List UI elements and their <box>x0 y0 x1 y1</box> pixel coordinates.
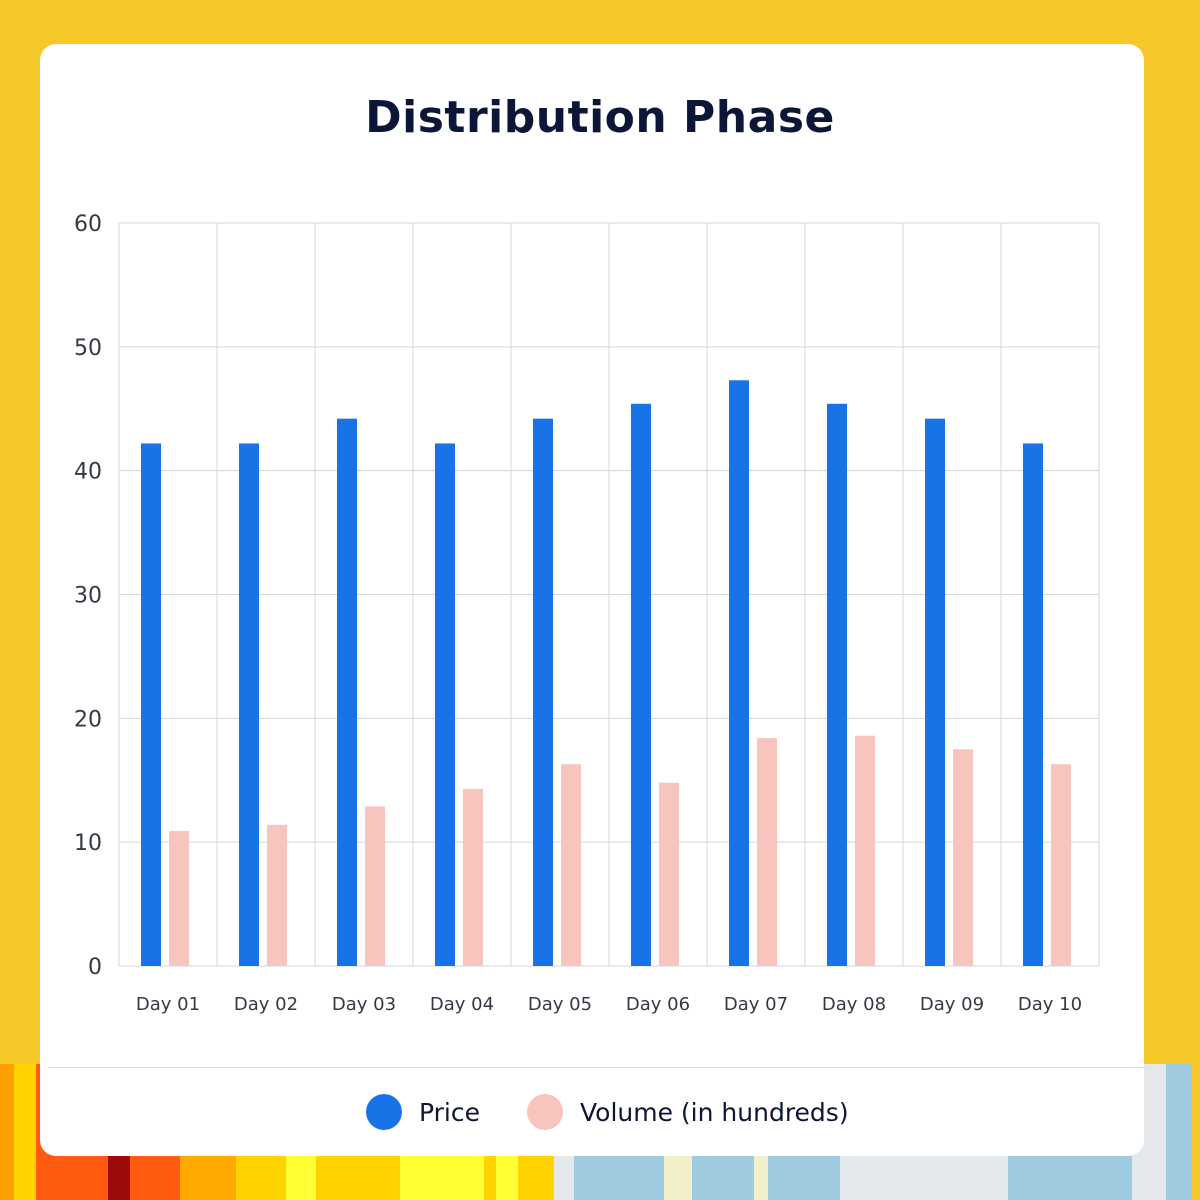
x-tick-label: Day 07 <box>724 994 788 1015</box>
volume-bar <box>757 738 777 966</box>
x-tick-label: Day 05 <box>528 994 592 1015</box>
legend-item-volume: Volume (in hundreds) <box>527 1090 849 1134</box>
y-tick-label: 30 <box>74 584 102 609</box>
x-axis-ticks: Day 01 Day 02 Day 03 Day 04 Day 05 Day 06 Day … <box>136 994 1082 1015</box>
price-bar <box>141 443 161 966</box>
y-tick-label: 50 <box>74 336 102 361</box>
chart-legend: Price Volume (in hundreds) <box>0 1090 1200 1134</box>
volume-bar <box>953 749 973 966</box>
legend-divider <box>48 1067 1152 1068</box>
chart-card <box>40 44 1144 1156</box>
y-tick-label: 40 <box>74 460 102 485</box>
x-tick-label: Day 10 <box>1018 994 1082 1015</box>
price-bar <box>239 443 259 966</box>
volume-bar <box>659 782 679 966</box>
y-axis-ticks: 0 10 20 30 40 50 60 <box>74 212 102 980</box>
volume-bar <box>267 824 287 966</box>
chart-title: Distribution Phase <box>365 92 835 143</box>
x-tick-label: Day 02 <box>234 994 298 1015</box>
price-bar <box>337 418 357 966</box>
volume-bar <box>855 735 875 966</box>
volume-bar <box>1051 764 1071 966</box>
x-tick-label: Day 09 <box>920 994 984 1015</box>
chart-grid <box>118 222 1100 967</box>
chart-bars <box>141 380 1071 967</box>
price-bar <box>925 418 945 966</box>
stripe <box>1166 1064 1192 1200</box>
stripe <box>14 1064 36 1200</box>
legend-item-price: Price <box>366 1090 480 1134</box>
legend-label-volume: Volume (in hundreds) <box>580 1097 849 1127</box>
y-tick-label: 60 <box>74 212 102 237</box>
x-tick-label: Day 04 <box>430 994 494 1015</box>
price-bar <box>729 380 749 967</box>
x-tick-label: Day 06 <box>626 994 690 1015</box>
volume-bar <box>463 788 483 966</box>
y-tick-label: 20 <box>74 707 102 732</box>
volume-bar <box>169 831 189 966</box>
legend-swatch-price <box>366 1094 402 1130</box>
price-bar <box>631 403 651 967</box>
price-bar <box>1023 443 1043 966</box>
volume-bar <box>561 764 581 966</box>
y-tick-label: 0 <box>88 955 102 980</box>
price-bar <box>827 403 847 967</box>
legend-swatch-volume <box>527 1094 563 1130</box>
x-tick-label: Day 01 <box>136 994 200 1015</box>
y-tick-label: 10 <box>74 831 102 856</box>
x-tick-label: Day 08 <box>822 994 886 1015</box>
stripe <box>0 1064 14 1200</box>
price-bar <box>435 443 455 966</box>
volume-bar <box>365 806 385 966</box>
legend-label-price: Price <box>419 1097 480 1127</box>
x-tick-label: Day 03 <box>332 994 396 1015</box>
price-bar <box>533 418 553 966</box>
